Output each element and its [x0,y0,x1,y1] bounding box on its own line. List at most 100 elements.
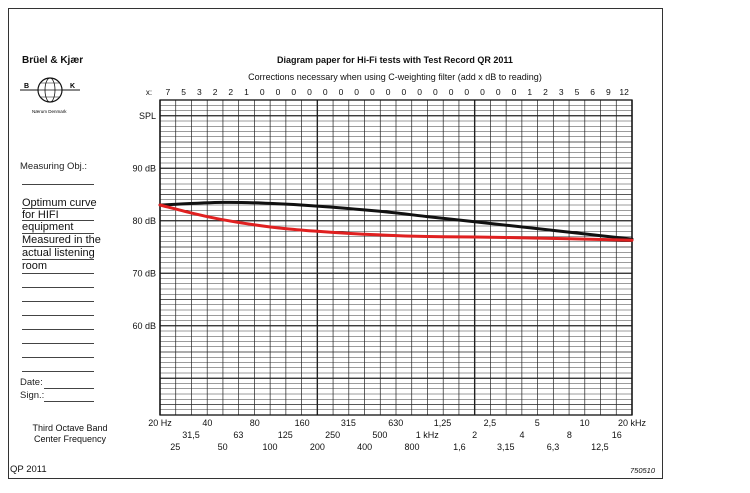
axes [159,99,633,416]
correction-value: 0 [339,87,344,97]
y-tick-label: 90 dB [132,163,156,173]
x-tick-label: 2,5 [484,418,497,428]
plot-frame [159,99,633,416]
correction-value: 1 [527,87,532,97]
x-tick-label: 16 [612,430,622,440]
form-line [22,220,94,221]
form-line [22,273,94,274]
correction-value: 2 [213,87,218,97]
correction-value: 0 [291,87,296,97]
x-tick-label: 100 [262,442,277,452]
correction-value: 2 [228,87,233,97]
correction-value: 0 [464,87,469,97]
correction-value: 3 [197,87,202,97]
correction-value: 0 [433,87,438,97]
x-tick-label: 4 [520,430,525,440]
correction-value: 0 [370,87,375,97]
optimum-curve-line [158,200,634,241]
x-tick-label: 800 [405,442,420,452]
logo-letter-b: B [24,83,29,90]
form-line [22,371,94,372]
x-tick-label: 10 [580,418,590,428]
x-tick-label: 25 [170,442,180,452]
chart-title: Diagram paper for Hi-Fi tests with Test … [277,55,513,65]
form-line [22,184,94,185]
x-tick-label: 1,25 [434,418,452,428]
handwritten-note-line: room [22,260,48,272]
correction-value: 9 [606,87,611,97]
x-tick-label: 315 [341,418,356,428]
form-line [22,259,94,260]
correction-value: 3 [559,87,564,97]
correction-value: 7 [165,87,170,97]
correction-prefix: x: [146,88,152,97]
x-tick-label: 500 [372,430,387,440]
correction-value: 0 [386,87,391,97]
measuring-obj-label: Measuring Obj.: [20,161,88,172]
x-tick-label: 2 [472,430,477,440]
x-tick-label: 200 [310,442,325,452]
correction-value: 0 [307,87,312,97]
chart-subtitle: Corrections necessary when using C-weigh… [248,72,542,82]
handwritten-note-line: Measured in the [22,234,101,246]
form-line [22,287,94,288]
date-line [44,388,94,389]
y-tick-label: 60 dB [132,321,156,331]
correction-value: 1 [244,87,249,97]
band-label-line1: Third Octave Band [32,423,108,433]
correction-value: 0 [354,87,359,97]
correction-value: 0 [449,87,454,97]
form-line [22,233,94,234]
x-tick-label: 12,5 [591,442,609,452]
correction-value: 0 [401,87,406,97]
brand-name: Brüel & Kjær [22,55,84,66]
series [158,200,634,242]
correction-value: 0 [480,87,485,97]
x-tick-label: 400 [357,442,372,452]
correction-value: 0 [323,87,328,97]
x-tick-label: 3,15 [497,442,515,452]
form-line [22,315,94,316]
x-tick-label: 50 [218,442,228,452]
handwritten-note-line: actual listening [22,247,95,259]
x-tick-label: 1 kHz [416,430,440,440]
x-tick-label: 630 [388,418,403,428]
form-line [22,343,94,344]
correction-value: 0 [276,87,281,97]
x-tick-label: 8 [567,430,572,440]
x-tick-label: 160 [295,418,310,428]
sign-line [44,401,94,402]
date-label: Date: [20,377,43,388]
form-line [22,246,94,247]
grid [159,99,633,416]
x-tick-label: 20 Hz [148,418,172,428]
handwritten-note-line: equipment [22,221,74,233]
form-line [22,301,94,302]
footer-code: QP 2011 [10,464,47,475]
brand-logo: B K Nærum Denmark [20,77,80,114]
y-tick-label: 70 dB [132,268,156,278]
diagram-sheet [8,8,663,479]
correction-value: 5 [181,87,186,97]
correction-value: 0 [260,87,265,97]
x-tick-label: 80 [250,418,260,428]
handwritten-note-line: for HIFI [22,209,59,221]
correction-value: 0 [512,87,517,97]
handwritten-note-line: Optimum curve [22,197,97,209]
form-line [22,357,94,358]
sign-label: Sign.: [20,390,45,401]
correction-value: 12 [619,87,629,97]
form-line [22,208,94,209]
x-tick-label: 5 [535,418,540,428]
correction-value: 0 [417,87,422,97]
footer-number: 750510 [630,466,656,475]
x-tick-label: 125 [278,430,293,440]
y-axis-label: SPL [139,111,156,121]
correction-value: 5 [575,87,580,97]
measured-room-curve-line [158,203,634,242]
logo-caption: Nærum Denmark [32,109,67,114]
x-tick-label: 250 [325,430,340,440]
form-line [22,329,94,330]
